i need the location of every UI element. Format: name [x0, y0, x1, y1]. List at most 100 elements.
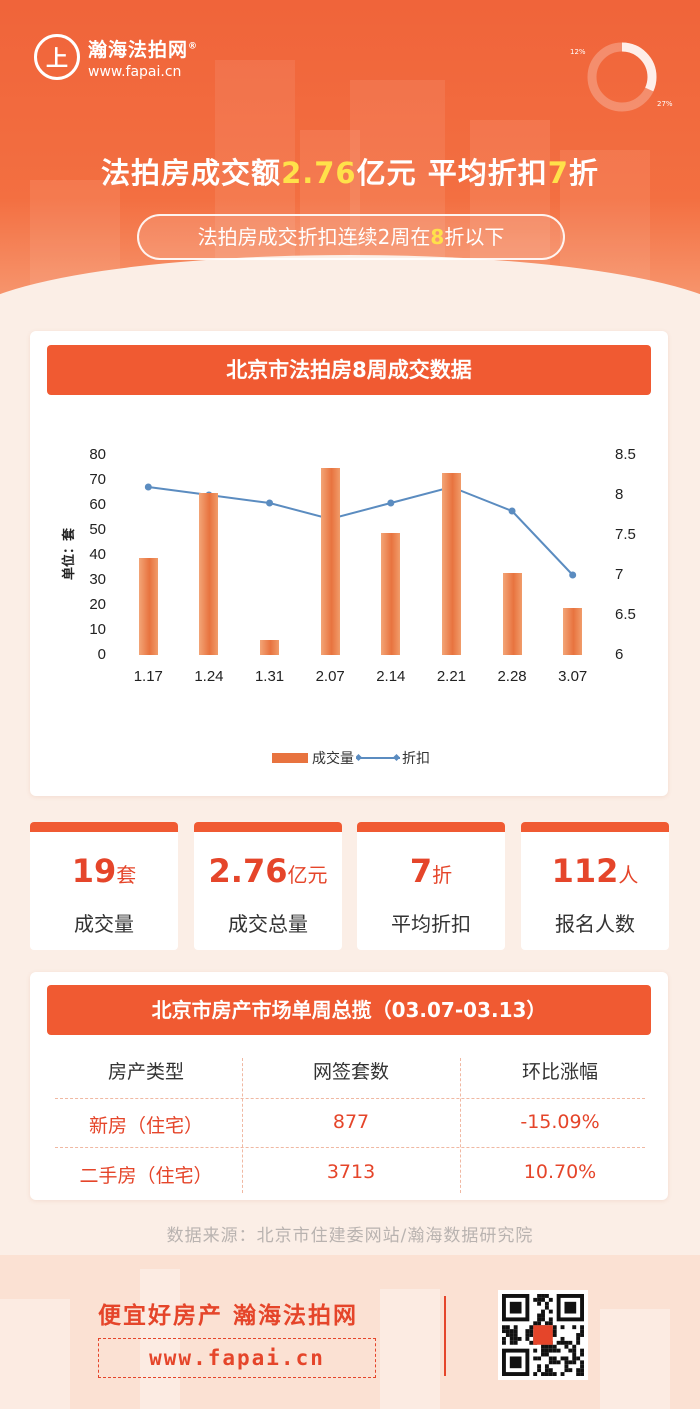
- volume-bar: [502, 572, 522, 655]
- stat-box-topbar: [194, 822, 342, 832]
- x-tick-label: 2.14: [376, 668, 406, 685]
- hero-banner: [0, 0, 700, 330]
- stat-box-topbar: [30, 822, 178, 832]
- donut-label-a: 12%: [570, 48, 586, 56]
- x-tick-label: 1.17: [133, 668, 163, 685]
- chart-card: [30, 331, 668, 796]
- table-divider-v2: [460, 1058, 461, 1193]
- brand-name: 瀚海法拍网: [88, 38, 189, 61]
- volume-bar: [260, 640, 280, 655]
- table-row-used-change: 10.70%: [523, 1161, 597, 1183]
- table-row-new-count: 877: [332, 1111, 370, 1133]
- headline-part1: 法拍房成交额: [101, 156, 282, 190]
- y-left-tick-label: 70: [89, 471, 106, 488]
- y-left-tick-label: 40: [89, 546, 106, 563]
- table-divider-v1: [242, 1058, 243, 1193]
- footer-url-link[interactable]: www.fapai.cn: [98, 1338, 376, 1378]
- brand-url: www.fapai.cn: [88, 63, 182, 80]
- y-left-tick-label: 0: [97, 646, 106, 663]
- y-left-tick-label: 50: [89, 521, 106, 538]
- stat-number: 2.76: [208, 852, 288, 890]
- volume-bar: [199, 492, 219, 655]
- subline-num: 8: [430, 225, 445, 249]
- stat-unit: 亿元: [287, 863, 328, 887]
- x-tick-label: 1.31: [254, 668, 285, 685]
- y-left-tick-label: 20: [89, 596, 106, 613]
- volume-bar: [441, 472, 461, 655]
- legend-bar-label: 成交量: [312, 751, 354, 767]
- y-left-tick-label: 10: [89, 621, 106, 638]
- x-tick-label: 2.21: [436, 668, 467, 685]
- brand-logo[interactable]: 上 瀚海法拍网® www.fapai.cn: [34, 34, 198, 80]
- stat-value: 19套: [30, 852, 178, 890]
- market-title: 北京市房产市场单周总揽（03.07-03.13）: [47, 985, 651, 1035]
- stat-unit: 人: [618, 863, 639, 887]
- stat-value: 7折: [357, 852, 505, 890]
- y-right-tick-label: 7.5: [615, 526, 636, 543]
- volume-bar: [320, 467, 340, 655]
- subline-part2: 折以下: [444, 225, 505, 249]
- stat-label: 成交总量: [228, 912, 308, 936]
- stat-label: 平均折扣: [391, 912, 471, 936]
- footer-divider: [444, 1296, 446, 1376]
- stat-box: 112人报名人数: [521, 822, 669, 950]
- table-divider-h1: [55, 1098, 645, 1099]
- stat-box: 2.76亿元成交总量: [194, 822, 342, 950]
- headline: 法拍房成交额2.76亿元 平均折扣7折: [0, 150, 700, 192]
- y-right-tick-label: 6.5: [615, 606, 636, 623]
- stat-unit: 折: [432, 863, 453, 887]
- x-tick-label: 2.07: [315, 668, 345, 685]
- legend-line-swatch-icon: [356, 753, 400, 762]
- chart-title: 北京市法拍房8周成交数据: [47, 345, 651, 395]
- volume-bar: [381, 532, 401, 655]
- volume-bar: [563, 607, 583, 655]
- headline-part3: 折: [568, 156, 599, 190]
- data-source: 数据来源：北京市住建委网站/瀚海数据研究院: [166, 1226, 534, 1246]
- headline-part2: 亿元 平均折扣: [356, 156, 548, 190]
- volume-bar: [138, 557, 158, 655]
- stat-number: 19: [71, 852, 117, 890]
- y-left-tick-label: 60: [89, 496, 106, 513]
- legend-bar-swatch-icon: [272, 753, 308, 763]
- x-tick-label: 1.24: [194, 668, 224, 685]
- stat-box: 19套成交量: [30, 822, 178, 950]
- headline-discount: 7: [547, 156, 569, 190]
- stat-number: 112: [551, 852, 619, 890]
- subline-part1: 法拍房成交折扣连续2周在: [197, 225, 431, 249]
- table-divider-h2: [55, 1147, 645, 1148]
- headline-amount: 2.76: [281, 156, 357, 190]
- decorative-donut-icon: [587, 42, 657, 112]
- registered-mark: ®: [188, 41, 199, 52]
- table-header-count: 网签套数: [312, 1061, 389, 1083]
- y-right-tick-label: 6: [615, 646, 624, 663]
- y-left-tick-label: 80: [89, 446, 106, 463]
- table-row-used-count: 3713: [326, 1161, 376, 1183]
- table-header-change: 环比涨幅: [521, 1061, 598, 1083]
- stat-label: 成交量: [74, 912, 134, 936]
- donut-label-b: 27%: [657, 100, 673, 108]
- legend: 成交量 折扣: [272, 748, 430, 768]
- stat-box: 7折平均折扣: [357, 822, 505, 950]
- y-right-tick-label: 8: [615, 486, 624, 503]
- x-tick-label: 2.28: [497, 668, 527, 685]
- qr-code[interactable]: [498, 1290, 588, 1380]
- footer: [0, 1255, 700, 1409]
- stat-number: 7: [409, 852, 433, 890]
- y-left-tick-label: 30: [89, 571, 106, 588]
- qr-code-icon: [502, 1294, 584, 1376]
- stat-box-topbar: [521, 822, 669, 832]
- table-row-new-type: 新房（住宅）: [88, 1115, 203, 1137]
- y-axis-label: 单位：套: [62, 527, 77, 580]
- brand-logo-icon: 上: [34, 34, 80, 80]
- footer-slogan: 便宜好房产 瀚海法拍网: [98, 1303, 359, 1329]
- stat-value: 2.76亿元: [194, 852, 342, 890]
- stat-value: 112人: [521, 852, 669, 890]
- table-row-new-change: -15.09%: [520, 1111, 600, 1133]
- table-row-used-type: 二手房（住宅）: [79, 1165, 213, 1187]
- legend-line-label: 折扣: [402, 751, 430, 767]
- y-right-tick-label: 8.5: [615, 446, 636, 463]
- table-header-type: 房产类型: [107, 1061, 184, 1083]
- y-right-tick-label: 7: [615, 566, 624, 583]
- stat-unit: 套: [116, 863, 137, 887]
- stat-label: 报名人数: [555, 912, 635, 936]
